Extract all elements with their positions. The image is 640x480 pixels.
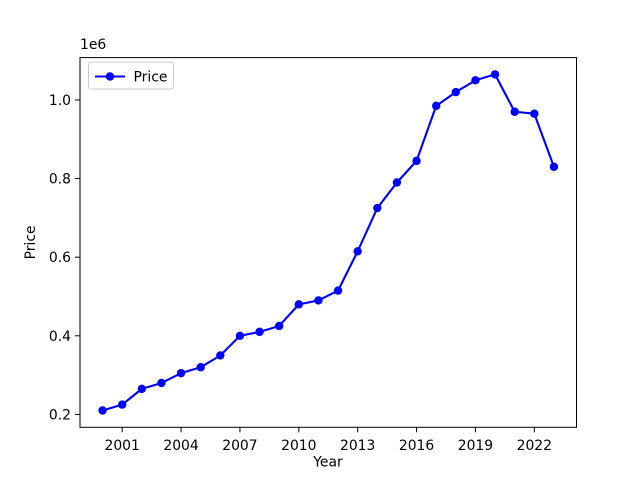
x-tick-label: 2013 — [340, 438, 375, 454]
legend-marker-icon — [105, 72, 115, 81]
y-axis-offset-text: 1e6 — [80, 37, 106, 53]
data-point — [216, 351, 225, 360]
data-point — [137, 384, 147, 394]
x-tick-label: 2004 — [163, 438, 199, 454]
x-tick-label: 2010 — [281, 438, 316, 454]
data-point — [490, 70, 500, 79]
axes-frame — [79, 57, 577, 428]
data-point — [451, 87, 461, 97]
data-point — [392, 178, 402, 187]
data-point — [471, 76, 480, 85]
data-point — [117, 400, 127, 409]
x-tick-label: 2001 — [105, 438, 140, 454]
data-point — [255, 327, 264, 337]
data-point — [235, 331, 245, 341]
y-tick-label: 0.8 — [49, 172, 71, 188]
data-point — [431, 101, 441, 111]
x-tick-label: 2016 — [399, 438, 434, 454]
x-tick-label: 2019 — [458, 438, 493, 454]
y-tick-label: 0.6 — [49, 250, 71, 266]
data-point — [510, 107, 519, 116]
data-point — [98, 406, 107, 415]
data-point — [549, 162, 559, 171]
legend: Price — [88, 61, 174, 90]
data-point — [353, 247, 362, 256]
y-tick-label: 1.0 — [49, 93, 71, 109]
x-axis-label: Year — [312, 455, 343, 471]
legend-box — [88, 61, 174, 90]
price-line — [101, 73, 555, 412]
x-tick-label: 2022 — [517, 438, 552, 454]
data-point — [196, 363, 205, 372]
data-point — [157, 378, 166, 388]
plot-area: 2001 2004 2007 2010 2013 2016 2019 2022 0.2 0.4 0.… — [49, 57, 577, 454]
y-tick-label: 0.2 — [49, 407, 71, 423]
y-axis-label: Price — [23, 225, 39, 259]
legend-label-price: Price — [134, 70, 168, 86]
data-point — [333, 286, 343, 295]
data-point — [294, 300, 304, 309]
data-point — [412, 156, 421, 166]
x-tick-label: 2007 — [222, 438, 257, 454]
data-point — [314, 296, 323, 305]
data-point — [373, 203, 382, 213]
y-tick-label: 0.4 — [49, 329, 71, 345]
data-point — [176, 368, 186, 378]
data-point — [274, 321, 284, 331]
data-point — [530, 109, 539, 118]
